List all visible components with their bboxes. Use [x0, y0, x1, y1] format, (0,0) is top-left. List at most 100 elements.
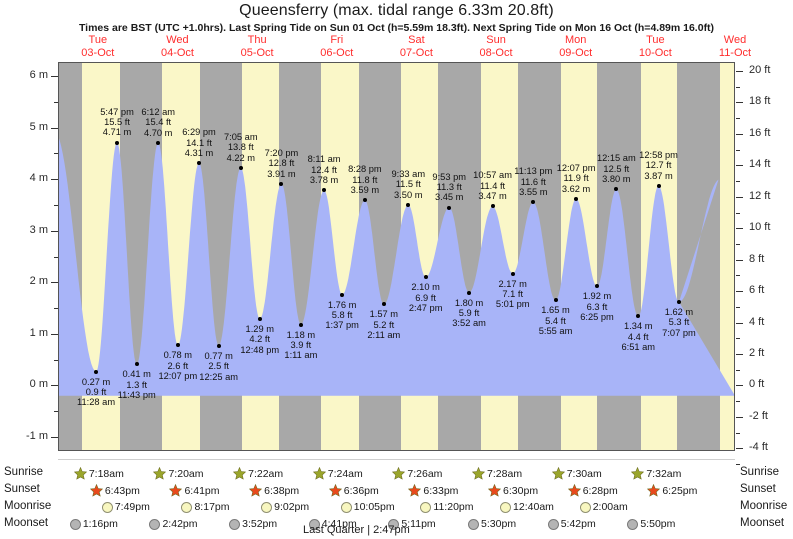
y-tickmark-right	[736, 322, 743, 324]
tide-label-line: 0.78 m	[163, 350, 193, 361]
tide-label-line: 3.78 m	[309, 175, 339, 186]
astro-sunrise-item: 7:32am	[631, 467, 681, 480]
y-tickmark-right-minor	[736, 86, 740, 88]
day-header-09-oct: Mon 09-Oct	[531, 34, 621, 59]
astro-time: 6:30pm	[503, 484, 539, 497]
tide-label-line: 9:33 am	[391, 168, 426, 179]
tide-label-line: 6.9 ft	[415, 292, 436, 303]
astro-time: 1:16pm	[82, 518, 118, 530]
astro-sunrise-item: 7:24am	[312, 467, 363, 480]
tide-point	[447, 205, 452, 210]
low-tide-label: 1.34 m 4.4 ft 6:51 am	[602, 321, 674, 352]
sunset-star-icon	[488, 484, 502, 497]
tide-point	[381, 302, 386, 307]
astro-row-label-sunset: Sunset	[740, 483, 776, 495]
tide-label-line: 12:48 pm	[240, 344, 280, 355]
y-tickmark-left	[51, 127, 58, 129]
tide-label-line: 0.9 ft	[85, 386, 107, 397]
tide-label-line: 4.4 ft	[627, 331, 649, 342]
y-tick-left-5: 1 m	[29, 326, 48, 339]
tide-label-line: 1.3 ft	[126, 379, 148, 390]
tide-label-line: 1:37 pm	[325, 320, 359, 331]
tide-label-line: 10:57 am	[473, 170, 512, 181]
tide-label-line: 4.70 m	[144, 127, 173, 138]
y-tickmark-left-minor	[54, 101, 58, 103]
astro-moonrise-item: 10:05pm	[340, 501, 395, 513]
tide-label-line: 1.34 m	[624, 321, 653, 332]
high-tide-label: 11:13 pm 11.6 ft 3.55 m	[497, 166, 569, 197]
sunrise-star-icon	[472, 467, 486, 480]
sunset-star-icon	[328, 484, 342, 497]
day-date: 04-Oct	[160, 46, 194, 59]
tide-label-line: 2:47 pm	[408, 302, 443, 313]
day-header-03-oct: Tue 03-Oct	[53, 34, 143, 59]
tide-label-line: 8:11 am	[307, 154, 341, 165]
tide-label-line: 12:07 pm	[158, 371, 198, 381]
sunrise-star-icon	[233, 467, 247, 480]
high-tide-label: 9:33 am 11.5 ft 3.50 m	[372, 169, 444, 200]
astro-row-label-moonset: Moonset	[740, 517, 785, 529]
moonrise-icon	[420, 501, 432, 513]
tide-point	[115, 140, 120, 145]
moonset-icon	[149, 518, 161, 530]
tide-label-line: 5.2 ft	[373, 319, 395, 330]
y-tickmark-right	[736, 448, 743, 450]
astro-time: 2:00am	[592, 501, 628, 513]
tide-label-line: 2.5 ft	[208, 361, 230, 372]
y-tickmark-right-minor	[736, 243, 740, 245]
moonset-icon	[388, 518, 400, 530]
astro-time: 7:18am	[88, 467, 124, 480]
tide-point	[510, 271, 515, 276]
tide-label-line: 8:28 pm	[348, 164, 382, 175]
astro-time: 7:30am	[566, 467, 602, 480]
y-tickmark-left	[51, 333, 58, 335]
astro-time: 7:20am	[168, 467, 204, 480]
astro-time: 6:36pm	[343, 484, 379, 497]
y-tickmark-left-minor	[54, 308, 58, 310]
astro-time: 12:40am	[513, 501, 554, 513]
tide-point	[94, 369, 99, 374]
tide-point	[636, 314, 641, 319]
tide-point	[216, 343, 221, 348]
astro-time: 7:32am	[646, 467, 682, 480]
moonrise-icon	[579, 501, 591, 513]
high-tide-label: 5:47 pm 15.5 ft 4.71 m	[81, 107, 153, 138]
astro-time: 3:52pm	[242, 518, 278, 530]
astro-time: 7:49pm	[114, 501, 150, 513]
tide-label-line: 0.77 m	[204, 350, 233, 361]
y-tickmark-right-minor	[736, 275, 740, 277]
tide-label-line: 11:28 am	[77, 397, 116, 408]
tide-chart-plot	[58, 62, 735, 451]
astro-moonrise-item: 9:02pm	[261, 501, 309, 513]
tide-label-line: 3.50 m	[394, 189, 423, 200]
astro-time: 6:28pm	[582, 484, 618, 497]
low-tide-label: 1.29 m 4.2 ft 12:48 pm	[224, 324, 296, 355]
tide-point	[574, 196, 579, 201]
sunrise-star-icon	[153, 467, 167, 480]
sunset-star-icon	[408, 484, 422, 497]
day-weekday: Thu	[247, 34, 267, 46]
tide-label-line: 11.9 ft	[563, 173, 589, 184]
y-tick-right-0: 20 ft	[749, 64, 771, 77]
tide-point	[406, 202, 411, 207]
moonset-icon	[547, 518, 559, 530]
low-tide-label: 2.10 m 6.9 ft 2:47 pm	[390, 282, 462, 313]
y-tickmark-right	[736, 416, 743, 418]
astro-time: 7:24am	[327, 467, 363, 480]
y-tickmark-right	[736, 133, 743, 135]
tide-point	[340, 292, 345, 297]
tide-label-line: 5:47 pm	[100, 106, 134, 117]
high-tide-label: 12:07 pm 11.9 ft 3.62 m	[540, 163, 612, 194]
day-header-10-oct: Tue 10-Oct	[610, 34, 700, 59]
tide-point	[490, 204, 495, 209]
y-tickmark-left-minor	[54, 204, 58, 206]
tide-point	[322, 188, 327, 193]
tide-label-line: 12:07 pm	[556, 162, 596, 173]
tide-label-line: 1.57 m	[369, 309, 399, 320]
tide-label-line: 6:51 am	[621, 342, 656, 353]
low-tide-label: 0.41 m 1.3 ft 11:43 pm	[101, 369, 173, 400]
high-tide-label: 9:53 pm 11.3 ft 3.45 m	[413, 172, 485, 203]
astro-moonset-item: 5:50pm	[627, 518, 675, 530]
astro-sunrise-item: 7:22am	[233, 467, 283, 480]
sunrise-star-icon	[312, 467, 326, 480]
